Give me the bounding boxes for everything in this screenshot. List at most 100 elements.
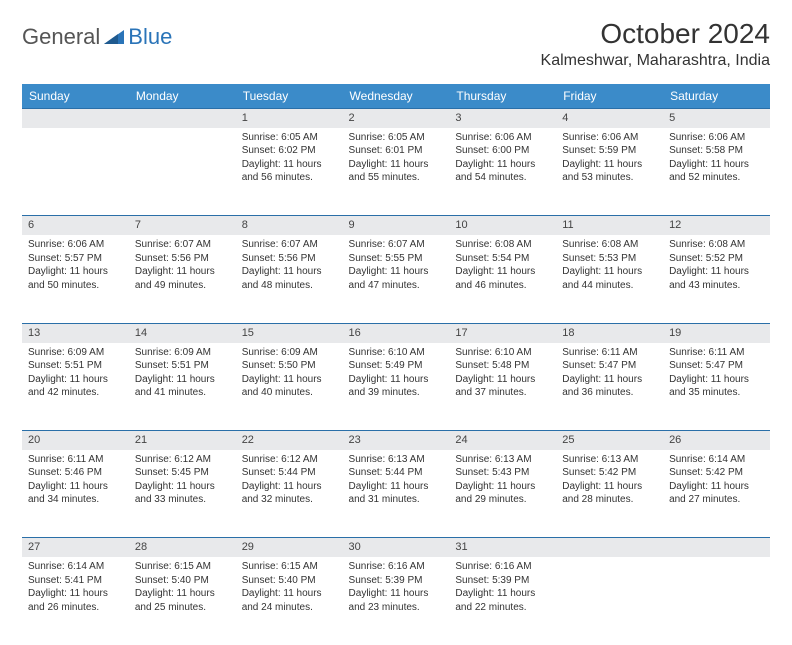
day-number — [663, 538, 770, 557]
day-content-row: Sunrise: 6:05 AM Sunset: 6:02 PM Daylight:… — [22, 128, 770, 216]
sunset-text: Sunset: 5:39 PM — [349, 574, 444, 588]
day-number: 29 — [236, 538, 343, 557]
daylight-text: Daylight: 11 hours — [562, 265, 657, 279]
day-cell: Sunrise: 6:08 AMSunset: 5:54 PMDaylight:… — [449, 235, 556, 323]
daylight-text: and 44 minutes. — [562, 279, 657, 293]
daylight-text: and 24 minutes. — [242, 601, 337, 615]
sunset-text: Sunset: 5:52 PM — [669, 252, 764, 266]
daylight-text: and 35 minutes. — [669, 386, 764, 400]
sunset-text: Sunset: 6:01 PM — [349, 144, 444, 158]
daylight-text: Daylight: 11 hours — [669, 373, 764, 387]
sunrise-text: Sunrise: 6:08 AM — [455, 238, 550, 252]
location: Kalmeshwar, Maharashtra, India — [541, 52, 770, 70]
day-cell: Sunrise: 6:07 AMSunset: 5:56 PMDaylight:… — [236, 235, 343, 323]
day-header: Sunday — [22, 84, 129, 109]
day-number: 26 — [663, 431, 770, 450]
sunset-text: Sunset: 6:02 PM — [242, 144, 337, 158]
daylight-text: and 29 minutes. — [455, 493, 550, 507]
day-header: Wednesday — [343, 84, 450, 109]
day-number: 24 — [449, 431, 556, 450]
daylight-text: Daylight: 11 hours — [455, 373, 550, 387]
day-number: 28 — [129, 538, 236, 557]
sunset-text: Sunset: 5:56 PM — [135, 252, 230, 266]
sunrise-text: Sunrise: 6:13 AM — [349, 453, 444, 467]
daylight-text: Daylight: 11 hours — [135, 587, 230, 601]
sunrise-text: Sunrise: 6:11 AM — [562, 346, 657, 360]
day-header: Saturday — [663, 84, 770, 109]
daylight-text: Daylight: 11 hours — [349, 265, 444, 279]
day-cell: Sunrise: 6:05 AMSunset: 6:01 PMDaylight:… — [343, 128, 450, 216]
day-cell: Sunrise: 6:16 AMSunset: 5:39 PMDaylight:… — [343, 557, 450, 645]
daylight-text: and 46 minutes. — [455, 279, 550, 293]
daylight-text: Daylight: 11 hours — [669, 265, 764, 279]
sunset-text: Sunset: 5:57 PM — [28, 252, 123, 266]
daylight-text: Daylight: 11 hours — [669, 480, 764, 494]
day-cell: Sunrise: 6:10 AMSunset: 5:49 PMDaylight:… — [343, 343, 450, 431]
daylight-text: and 36 minutes. — [562, 386, 657, 400]
sunset-text: Sunset: 5:55 PM — [349, 252, 444, 266]
day-number: 11 — [556, 216, 663, 235]
day-cell: Sunrise: 6:13 AMSunset: 5:42 PMDaylight:… — [556, 450, 663, 538]
daylight-text: Daylight: 11 hours — [28, 373, 123, 387]
daylight-text: Daylight: 11 hours — [242, 587, 337, 601]
day-number: 3 — [449, 109, 556, 128]
day-number: 9 — [343, 216, 450, 235]
day-number: 8 — [236, 216, 343, 235]
sunrise-text: Sunrise: 6:12 AM — [242, 453, 337, 467]
daylight-text: and 41 minutes. — [135, 386, 230, 400]
sunset-text: Sunset: 5:39 PM — [455, 574, 550, 588]
day-content-row: Sunrise: 6:14 AMSunset: 5:41 PMDaylight:… — [22, 557, 770, 645]
day-cell: Sunrise: 6:11 AMSunset: 5:47 PMDaylight:… — [556, 343, 663, 431]
day-header: Thursday — [449, 84, 556, 109]
daylight-text: and 53 minutes. — [562, 171, 657, 185]
sunset-text: Sunset: 5:58 PM — [669, 144, 764, 158]
day-number: 30 — [343, 538, 450, 557]
daylight-text: and 56 minutes. — [242, 171, 337, 185]
sunrise-text: Sunrise: 6:05 AM — [349, 131, 444, 145]
day-number: 12 — [663, 216, 770, 235]
day-number-row: 6789101112 — [22, 216, 770, 235]
day-header: Friday — [556, 84, 663, 109]
brand-logo: General Blue — [22, 18, 172, 50]
daylight-text: and 50 minutes. — [28, 279, 123, 293]
day-number: 31 — [449, 538, 556, 557]
sunset-text: Sunset: 5:48 PM — [455, 359, 550, 373]
day-number-row: 12345 — [22, 109, 770, 128]
brand-part2: Blue — [128, 24, 172, 50]
day-number: 4 — [556, 109, 663, 128]
sunset-text: Sunset: 6:00 PM — [455, 144, 550, 158]
day-number: 1 — [236, 109, 343, 128]
daylight-text: Daylight: 11 hours — [28, 480, 123, 494]
sunrise-text: Sunrise: 6:08 AM — [562, 238, 657, 252]
sunset-text: Sunset: 5:42 PM — [562, 466, 657, 480]
daylight-text: Daylight: 11 hours — [349, 587, 444, 601]
day-number: 16 — [343, 323, 450, 342]
daylight-text: and 34 minutes. — [28, 493, 123, 507]
daylight-text: Daylight: 11 hours — [349, 373, 444, 387]
day-number: 21 — [129, 431, 236, 450]
day-cell — [556, 557, 663, 645]
daylight-text: and 26 minutes. — [28, 601, 123, 615]
day-number: 18 — [556, 323, 663, 342]
day-cell: Sunrise: 6:09 AMSunset: 5:51 PMDaylight:… — [22, 343, 129, 431]
month-year: October 2024 — [541, 18, 770, 50]
sunset-text: Sunset: 5:50 PM — [242, 359, 337, 373]
sunrise-text: Sunrise: 6:06 AM — [455, 131, 550, 145]
sunrise-text: Sunrise: 6:14 AM — [28, 560, 123, 574]
day-cell: Sunrise: 6:06 AMSunset: 5:57 PMDaylight:… — [22, 235, 129, 323]
day-cell: Sunrise: 6:11 AMSunset: 5:47 PMDaylight:… — [663, 343, 770, 431]
daylight-text: Daylight: 11 hours — [28, 587, 123, 601]
day-cell: Sunrise: 6:06 AMSunset: 5:58 PMDaylight:… — [663, 128, 770, 216]
daylight-text: and 23 minutes. — [349, 601, 444, 615]
day-number-row: 20212223242526 — [22, 431, 770, 450]
daylight-text: and 22 minutes. — [455, 601, 550, 615]
daylight-text: and 54 minutes. — [455, 171, 550, 185]
daylight-text: Daylight: 11 hours — [562, 158, 657, 172]
day-number: 19 — [663, 323, 770, 342]
sunset-text: Sunset: 5:46 PM — [28, 466, 123, 480]
sunrise-text: Sunrise: 6:13 AM — [455, 453, 550, 467]
day-cell: Sunrise: 6:06 AMSunset: 5:59 PMDaylight:… — [556, 128, 663, 216]
day-cell: Sunrise: 6:15 AMSunset: 5:40 PMDaylight:… — [129, 557, 236, 645]
daylight-text: and 42 minutes. — [28, 386, 123, 400]
sunset-text: Sunset: 5:40 PM — [135, 574, 230, 588]
